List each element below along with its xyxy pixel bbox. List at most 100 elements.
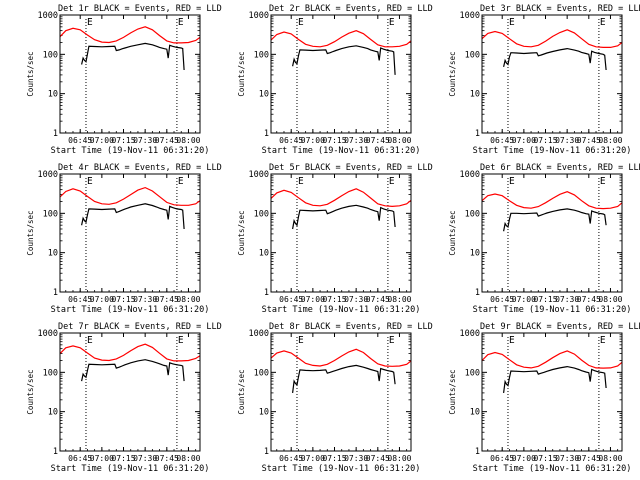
y-tick-label: 10 xyxy=(259,249,269,259)
y-tick-label: 100 xyxy=(465,368,480,378)
x-tick-label: 06:45 xyxy=(68,454,92,463)
y-tick-label: 1 xyxy=(475,129,480,139)
lld-series-line xyxy=(59,186,201,206)
y-tick-label: 10 xyxy=(470,90,480,100)
y-tick-label: 100 xyxy=(43,368,58,378)
y-tick-label: 1 xyxy=(264,288,269,298)
events-series-line xyxy=(503,47,607,71)
x-tick-label: 07:45 xyxy=(366,454,390,463)
x-tick-label: 07:30 xyxy=(133,454,157,463)
y-tick-label: 1 xyxy=(53,129,58,139)
event-marker-label: E xyxy=(389,176,395,187)
x-tick-label: 06:45 xyxy=(279,136,303,145)
x-tick-label: 07:15 xyxy=(322,295,346,304)
plot-frame xyxy=(59,332,201,452)
x-axis-label: Start Time (19-Nov-11 06:31:20) xyxy=(262,464,421,474)
x-tick-label: 07:00 xyxy=(512,454,536,463)
x-tick-label: 07:15 xyxy=(322,136,346,145)
event-marker-label: E xyxy=(509,335,515,346)
x-tick-label: 07:00 xyxy=(90,454,114,463)
x-tick-label: 07:45 xyxy=(155,454,179,463)
plot-frame xyxy=(270,14,412,134)
event-marker-label: E xyxy=(87,17,93,28)
y-tick-label: 100 xyxy=(465,50,480,60)
event-marker-label: E xyxy=(600,176,606,187)
y-tick-label: 1 xyxy=(53,288,58,298)
y-tick-label: 100 xyxy=(254,209,269,219)
x-tick-label: 08:00 xyxy=(598,454,622,463)
chart-title: Det 3r BLACK = Events, RED = LLD xyxy=(480,4,640,14)
y-axis-label: Counts/sec xyxy=(237,51,246,96)
chart-panel-1: Det 1r BLACK = Events, RED = LLD 1 10 100 10… xyxy=(26,4,222,156)
events-series-line xyxy=(292,364,396,393)
y-tick-label: 1 xyxy=(475,447,480,457)
x-tick-label: 07:45 xyxy=(155,136,179,145)
event-marker-label: E xyxy=(509,17,515,28)
x-tick-label: 07:30 xyxy=(555,136,579,145)
y-tick-label: 1 xyxy=(53,447,58,457)
chart-title: Det 9r BLACK = Events, RED = LLD xyxy=(480,322,640,332)
event-marker-label: E xyxy=(600,17,606,28)
x-tick-label: 07:30 xyxy=(344,454,368,463)
x-tick-label: 07:00 xyxy=(512,136,536,145)
y-axis-label: Counts/sec xyxy=(448,369,457,414)
chart-title: Det 5r BLACK = Events, RED = LLD xyxy=(269,163,433,173)
y-tick-label: 1 xyxy=(264,447,269,457)
plot-frame xyxy=(59,14,201,134)
x-axis-label: Start Time (19-Nov-11 06:31:20) xyxy=(473,146,632,156)
y-tick-label: 10 xyxy=(48,408,58,418)
events-series-line xyxy=(81,359,185,382)
x-tick-label: 07:15 xyxy=(533,295,557,304)
y-tick-label: 100 xyxy=(43,50,58,60)
x-tick-label: 07:00 xyxy=(301,136,325,145)
x-tick-label: 07:30 xyxy=(133,136,157,145)
event-marker-label: E xyxy=(298,176,304,187)
x-tick-label: 08:00 xyxy=(387,295,411,304)
y-tick-label: 1000 xyxy=(460,329,480,339)
lld-series-line xyxy=(481,29,623,49)
events-series-line xyxy=(81,203,185,230)
x-tick-label: 07:30 xyxy=(344,136,368,145)
x-tick-label: 08:00 xyxy=(598,136,622,145)
x-tick-label: 06:45 xyxy=(490,295,514,304)
chart-panel-2: Det 2r BLACK = Events, RED = LLD 1 10 100 10… xyxy=(237,4,433,156)
x-tick-label: 07:45 xyxy=(366,295,390,304)
y-tick-label: 10 xyxy=(48,90,58,100)
chart-panel-7: Det 7r BLACK = Events, RED = LLD 1 10 100 10… xyxy=(26,322,222,474)
y-tick-label: 1000 xyxy=(249,11,269,21)
x-tick-label: 07:45 xyxy=(577,295,601,304)
chart-panel-9: Det 9r BLACK = Events, RED = LLD 1 10 100 10… xyxy=(448,322,640,474)
x-tick-label: 07:45 xyxy=(577,136,601,145)
x-tick-label: 08:00 xyxy=(176,295,200,304)
x-tick-label: 07:30 xyxy=(133,295,157,304)
chart-title: Det 4r BLACK = Events, RED = LLD xyxy=(58,163,222,173)
x-tick-label: 06:45 xyxy=(68,136,92,145)
x-tick-label: 07:45 xyxy=(577,454,601,463)
chart-title: Det 1r BLACK = Events, RED = LLD xyxy=(58,4,222,14)
lld-series-line xyxy=(481,191,623,210)
y-axis-label: Counts/sec xyxy=(26,51,35,96)
lld-series-line xyxy=(59,26,201,44)
x-tick-label: 07:15 xyxy=(111,295,135,304)
event-marker-label: E xyxy=(178,17,184,28)
y-tick-label: 1000 xyxy=(38,170,58,180)
lld-series-line xyxy=(270,30,412,48)
x-axis-label: Start Time (19-Nov-11 06:31:20) xyxy=(262,146,421,156)
x-tick-label: 08:00 xyxy=(387,136,411,145)
x-tick-label: 07:15 xyxy=(533,454,557,463)
events-series-line xyxy=(503,365,607,393)
event-marker-label: E xyxy=(178,335,184,346)
x-tick-label: 07:15 xyxy=(322,454,346,463)
plot-frame xyxy=(481,14,623,134)
y-tick-label: 1 xyxy=(264,129,269,139)
lld-series-line xyxy=(481,350,623,369)
events-series-line xyxy=(292,204,396,230)
y-tick-label: 10 xyxy=(259,408,269,418)
y-tick-label: 1 xyxy=(475,288,480,298)
x-axis-label: Start Time (19-Nov-11 06:31:20) xyxy=(473,305,632,315)
events-series-line xyxy=(81,42,185,71)
plot-frame xyxy=(59,173,201,293)
chart-title: Det 8r BLACK = Events, RED = LLD xyxy=(269,322,433,332)
y-tick-label: 100 xyxy=(43,209,58,219)
